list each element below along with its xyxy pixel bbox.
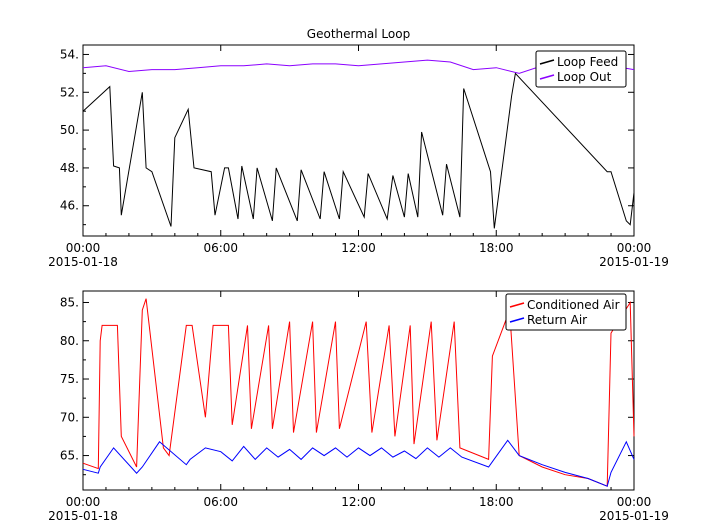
x-tick-label: 00:00 xyxy=(66,241,101,255)
x-tick-label: 06:00 xyxy=(203,495,238,509)
y-axis: 65. 70. 75. 80. 85. xyxy=(60,295,634,476)
legend-label: Return Air xyxy=(527,313,587,327)
x-tick-label: 18:00 xyxy=(479,495,514,509)
legend-box xyxy=(505,293,627,331)
legend-swatch xyxy=(539,74,555,80)
y-tick-label: 80. xyxy=(60,334,79,348)
legend-box xyxy=(535,50,627,88)
y-tick-label: 48. xyxy=(60,161,79,175)
y-tick-label: 65. xyxy=(60,449,79,463)
legend-swatch xyxy=(509,302,525,308)
x-tick-label: 06:00 xyxy=(203,241,238,255)
legend-swatch xyxy=(539,59,555,65)
x-tick-label: 18:00 xyxy=(479,241,514,255)
x-tick-sublabel: 2015-01-18 xyxy=(48,255,118,269)
x-tick-sublabel: 2015-01-19 xyxy=(599,255,669,269)
y-tick-label: 70. xyxy=(60,410,79,424)
x-tick-label: 00:00 xyxy=(617,495,652,509)
x-tick-label: 00:00 xyxy=(66,495,101,509)
legend-label: Conditioned Air xyxy=(527,298,620,312)
x-tick-label: 00:00 xyxy=(617,241,652,255)
x-tick-label: 12:00 xyxy=(341,495,376,509)
x-tick-sublabel: 2015-01-18 xyxy=(48,509,118,523)
y-tick-label: 52. xyxy=(60,85,79,99)
y-tick-label: 46. xyxy=(60,199,79,213)
legend-swatch xyxy=(509,317,525,323)
geothermal-loop-chart: Geothermal Loop 46.48.50.52.54. 00:00201… xyxy=(48,27,669,269)
y-tick-label: 50. xyxy=(60,123,79,137)
x-tick-label: 12:00 xyxy=(341,241,376,255)
legend-label: Loop Feed xyxy=(557,55,618,69)
series-line-return-air xyxy=(82,439,635,487)
x-tick-sublabel: 2015-01-19 xyxy=(599,509,669,523)
series-line-loop-feed xyxy=(82,72,635,229)
chart-title: Geothermal Loop xyxy=(307,27,410,41)
y-tick-label: 75. xyxy=(60,372,79,386)
legend-label: Loop Out xyxy=(557,70,612,84)
y-tick-label: 85. xyxy=(60,295,79,309)
y-tick-label: 54. xyxy=(60,47,79,61)
